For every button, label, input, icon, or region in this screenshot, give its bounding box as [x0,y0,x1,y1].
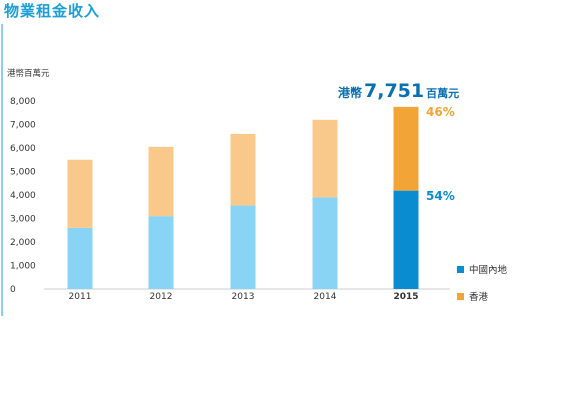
x-tick-label: 2012 [150,292,173,302]
y-tick-label: 5,000 [10,168,36,178]
legend-label-mainland: 中國內地 [469,264,508,276]
bar-mainland-2014 [312,197,338,289]
total-value: 7,751 [364,80,424,102]
y-tick-label: 3,000 [10,215,36,225]
bar-hk-2014 [312,119,338,198]
pct-hk-label: 46% [426,105,455,119]
y-tick-label: 7,000 [10,121,36,131]
y-axis-label: 港幣百萬元 [7,68,50,79]
y-tick-label: 6,000 [10,144,36,154]
y-tick-label: 8,000 [10,97,36,107]
legend-label-hk: 香港 [469,291,489,303]
total-prefix: 港幣 [338,85,362,100]
y-axis-ticks: 0 1,000 2,000 3,000 4,000 5,000 6,000 7,000 8,00… [10,97,36,295]
total-annotation: 港幣 7,751 百萬元 [338,80,459,102]
y-tick-label: 1,000 [10,262,36,272]
legend-swatch-hk [457,293,464,300]
bar-mainland-2012 [148,216,174,289]
bar-hk-2011 [67,159,93,228]
bar-mainland-2015 [393,190,419,289]
y-tick-label: 2,000 [10,238,36,248]
legend: 中國內地 香港 [457,264,508,303]
legend-swatch-mainland [457,266,464,273]
bar-hk-2013 [230,133,256,206]
total-suffix: 百萬元 [426,86,459,100]
bar-hk-2012 [148,146,174,217]
bars [67,106,419,289]
x-tick-label: 2011 [69,292,92,302]
bar-hk-2015 [393,106,419,191]
x-tick-label: 2013 [232,292,255,302]
bar-mainland-2011 [67,227,93,289]
bar-mainland-2013 [230,205,256,289]
x-tick-label: 2015 [393,292,418,302]
y-tick-label: 0 [10,285,16,295]
y-tick-label: 4,000 [10,191,36,201]
page-title: 物業租金收入 [4,2,101,20]
x-tick-label: 2014 [314,292,337,302]
x-axis-ticks: 2011 2012 2013 2014 2015 [69,292,419,302]
pct-mainland-label: 54% [426,189,455,203]
